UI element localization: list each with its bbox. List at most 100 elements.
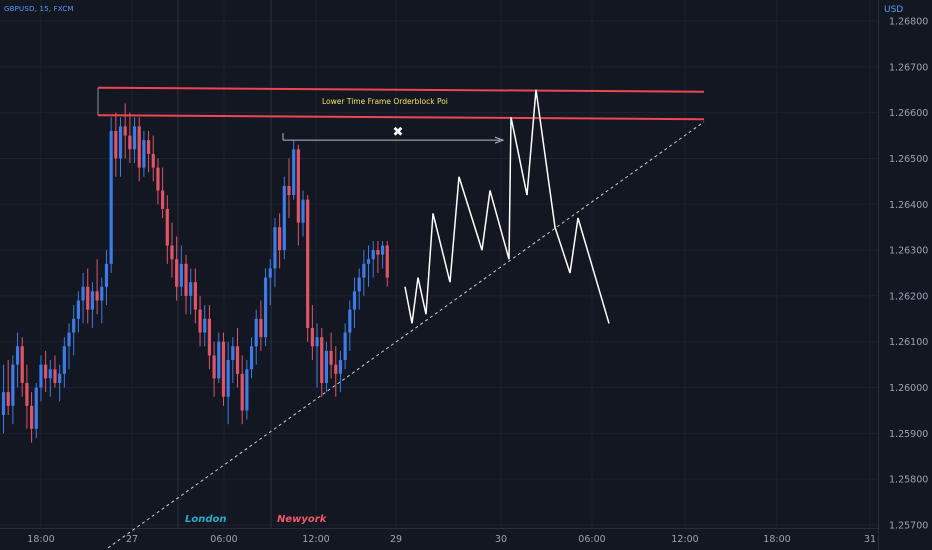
candle-body (287, 185, 291, 196)
candle-body (306, 199, 310, 328)
candle (193, 268, 197, 324)
candle-body (231, 346, 235, 361)
candle-body (53, 369, 57, 383)
candle-body (76, 300, 80, 319)
candle (44, 350, 48, 393)
time-tick-label: 18:00 (27, 534, 54, 545)
candle-body (254, 318, 258, 347)
candle-body (221, 341, 226, 397)
price-tick-label: 1.25900 (889, 429, 928, 440)
candle (306, 195, 310, 342)
candle (15, 332, 20, 388)
candle-body (193, 282, 197, 310)
candle (287, 158, 291, 219)
candle-body (371, 250, 375, 260)
grid (0, 0, 878, 528)
candle (334, 346, 338, 397)
candle-body (95, 291, 99, 301)
price-tick-label: 1.26200 (889, 291, 928, 302)
orderblock-annotation: Lower Time Frame Orderblock Poi (322, 97, 448, 106)
candle-body (282, 185, 286, 251)
candle-body (366, 259, 371, 264)
candle (11, 355, 15, 425)
candle-body (207, 318, 212, 356)
candle-body (29, 405, 34, 429)
candle-body (62, 346, 66, 374)
candle (109, 117, 113, 273)
candle-body (179, 263, 183, 287)
time-tick-label: 18:00 (763, 534, 790, 545)
candle (212, 341, 216, 397)
candle (123, 103, 127, 159)
candle-body (67, 332, 71, 347)
time-tick-label: 31 (864, 534, 876, 545)
candle (189, 268, 193, 315)
candle-body (310, 327, 314, 347)
candle (301, 190, 305, 237)
time-tick-label: 12:00 (302, 534, 329, 545)
candle-body (268, 268, 272, 278)
time-tick-label: 06:00 (578, 534, 605, 545)
candle (296, 144, 300, 246)
candle (137, 117, 141, 182)
candle-body (259, 318, 263, 338)
candle-body (25, 382, 29, 406)
candle-body (142, 140, 146, 168)
candle (90, 282, 95, 328)
time-tick-label: 06:00 (210, 534, 237, 545)
candle-body (109, 130, 113, 264)
candle-body (184, 263, 188, 296)
candle-body (338, 360, 343, 374)
candle-body (240, 373, 244, 411)
candle (357, 268, 361, 310)
candle (58, 364, 62, 402)
candle-body (376, 250, 380, 255)
candle-body (58, 373, 62, 383)
candle-body (90, 291, 95, 310)
candles (1, 103, 389, 443)
candle (104, 250, 109, 306)
price-tick-label: 1.26500 (889, 154, 928, 165)
candle (20, 337, 24, 397)
price-tick-label: 1.26300 (889, 246, 928, 257)
candle-body (362, 263, 366, 278)
projection-path (404, 89, 610, 324)
candle-body (343, 332, 347, 361)
candle-body (198, 309, 202, 333)
orderblock-top-line (97, 86, 705, 93)
candle-body (385, 245, 389, 278)
candle (114, 112, 118, 177)
candle (380, 240, 385, 269)
candle (151, 135, 155, 182)
price-tick-label: 1.26100 (889, 337, 928, 348)
candle (278, 213, 282, 269)
candle-body (123, 126, 127, 136)
candle (203, 305, 207, 347)
candle (273, 218, 277, 287)
orderblock-bottom-line (97, 114, 705, 121)
candle-body (357, 277, 361, 292)
candle-body (104, 263, 109, 287)
price-tick-label: 1.25800 (889, 475, 928, 486)
candle (86, 268, 90, 324)
candle-body (212, 355, 216, 379)
candle (249, 337, 254, 379)
candle-body (189, 282, 193, 296)
time-tick-label: 29 (390, 534, 402, 545)
time-tick-label: 12:00 (671, 534, 698, 545)
candle-body (320, 337, 324, 383)
candle-body (72, 318, 76, 333)
candle (366, 245, 371, 287)
candle-body (39, 364, 43, 388)
candle (343, 323, 347, 370)
candle-body (137, 126, 141, 168)
candle (226, 341, 230, 425)
symbol-label: GBPUSD, 15, FXCM (4, 5, 74, 13)
candle-body (245, 369, 249, 411)
candle-body (170, 245, 174, 260)
candle-body (161, 190, 165, 209)
candle-body (165, 208, 169, 246)
candle-body (48, 369, 52, 379)
